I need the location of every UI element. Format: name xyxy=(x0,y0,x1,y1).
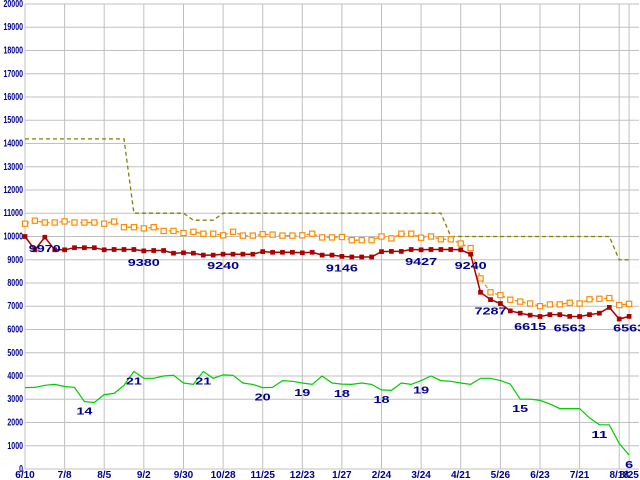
svg-text:9000: 9000 xyxy=(7,255,23,266)
svg-text:6: 6 xyxy=(625,460,634,471)
svg-text:1000: 1000 xyxy=(7,441,23,452)
svg-text:19000: 19000 xyxy=(4,22,24,33)
svg-text:9427: 9427 xyxy=(405,257,438,268)
svg-text:6563: 6563 xyxy=(613,323,640,334)
svg-text:12000: 12000 xyxy=(4,185,24,196)
svg-text:8/5: 8/5 xyxy=(97,470,111,480)
svg-text:9146: 9146 xyxy=(326,263,359,274)
svg-text:7287: 7287 xyxy=(475,307,508,318)
svg-text:21: 21 xyxy=(126,376,143,387)
svg-text:9240: 9240 xyxy=(207,261,240,272)
svg-text:9/30: 9/30 xyxy=(174,470,194,480)
svg-text:3000: 3000 xyxy=(7,394,23,405)
svg-text:8000: 8000 xyxy=(7,278,23,289)
svg-text:6615: 6615 xyxy=(514,322,547,333)
svg-text:16000: 16000 xyxy=(4,92,24,103)
svg-text:10/28: 10/28 xyxy=(211,470,236,480)
svg-text:14000: 14000 xyxy=(4,139,24,150)
svg-text:15000: 15000 xyxy=(4,115,24,126)
svg-text:6/10: 6/10 xyxy=(15,470,35,480)
svg-text:7/21: 7/21 xyxy=(570,470,590,480)
svg-text:9970: 9970 xyxy=(29,244,62,255)
svg-text:20: 20 xyxy=(255,393,272,404)
svg-text:17000: 17000 xyxy=(4,69,24,80)
svg-text:10000: 10000 xyxy=(4,232,24,243)
svg-text:19: 19 xyxy=(413,386,430,397)
svg-text:11000: 11000 xyxy=(4,208,24,219)
svg-text:5/26: 5/26 xyxy=(491,470,511,480)
svg-text:9380: 9380 xyxy=(128,258,161,269)
svg-text:13000: 13000 xyxy=(4,162,24,173)
svg-text:7/8: 7/8 xyxy=(58,470,72,480)
svg-text:5000: 5000 xyxy=(7,348,23,359)
svg-text:6563: 6563 xyxy=(554,323,587,334)
svg-text:2000: 2000 xyxy=(7,418,23,429)
svg-text:6/23: 6/23 xyxy=(530,470,550,480)
svg-text:8/25: 8/25 xyxy=(619,470,639,480)
svg-text:7000: 7000 xyxy=(7,301,23,312)
svg-text:11/25: 11/25 xyxy=(250,470,275,480)
svg-text:6000: 6000 xyxy=(7,325,23,336)
svg-text:3/24: 3/24 xyxy=(411,470,431,480)
svg-text:14: 14 xyxy=(76,407,93,418)
svg-text:15: 15 xyxy=(512,404,529,415)
svg-text:4/21: 4/21 xyxy=(451,470,471,480)
svg-text:1/27: 1/27 xyxy=(332,470,352,480)
svg-text:18: 18 xyxy=(374,395,391,406)
svg-text:9240: 9240 xyxy=(455,261,488,272)
svg-text:19: 19 xyxy=(294,388,311,399)
svg-text:20000: 20000 xyxy=(4,0,24,10)
svg-text:2/24: 2/24 xyxy=(372,470,392,480)
svg-text:4000: 4000 xyxy=(7,371,23,382)
svg-text:12/23: 12/23 xyxy=(290,470,315,480)
svg-text:21: 21 xyxy=(195,376,212,387)
svg-text:18000: 18000 xyxy=(4,46,24,57)
svg-text:11: 11 xyxy=(591,430,608,441)
svg-text:18: 18 xyxy=(334,389,351,400)
svg-text:9/2: 9/2 xyxy=(137,470,151,480)
